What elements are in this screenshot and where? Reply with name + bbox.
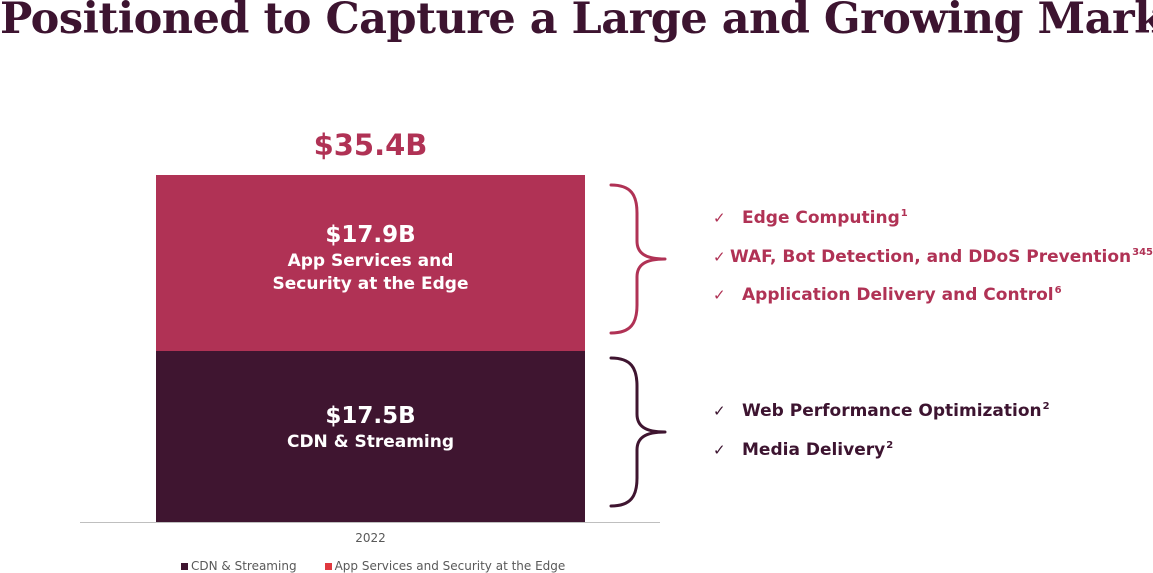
check-icon: ✓: [713, 209, 726, 227]
curly-brace-icon-bottom: [609, 356, 667, 508]
chart-legend: CDN & Streaming App Services and Securit…: [181, 559, 593, 573]
legend-item-cdn: CDN & Streaming: [181, 559, 297, 573]
segment-value-cdn: $17.5B: [325, 402, 416, 429]
check-icon: ✓: [713, 402, 726, 420]
bullet-text: Application Delivery and Control: [742, 285, 1054, 305]
bullet-item: ✓ Web Performance Optimization2: [713, 401, 1153, 440]
legend-swatch-app-services: [324, 562, 332, 570]
x-axis-line: [80, 522, 660, 523]
bullet-list-cdn: ✓ Web Performance Optimization2 ✓ Media …: [713, 401, 1153, 478]
footnote-marker: 1: [900, 208, 908, 220]
bar-segment-app-services: $17.9B App Services and Security at the …: [156, 175, 585, 351]
bullet-item: ✓ Application Delivery and Control6: [713, 285, 1153, 324]
segment-label-line-1: App Services and: [287, 251, 454, 271]
bullet-list-app-services: ✓ Edge Computing1 ✓ WAF, Bot Detection, …: [713, 208, 1153, 324]
bullet-text: WAF, Bot Detection, and DDoS Prevention: [730, 246, 1132, 267]
bullet-text: Edge Computing: [742, 208, 900, 228]
legend-swatch-cdn: [181, 562, 188, 570]
segment-value-app-services: $17.9B: [325, 222, 416, 248]
footnote-marker: 6: [1054, 285, 1062, 297]
footnote-marker: 2: [886, 439, 894, 451]
segment-label-cdn: CDN & Streaming: [286, 431, 455, 452]
segment-label-line-2: Security at the Edge: [272, 274, 469, 294]
bullet-item: ✓ WAF, Bot Detection, and DDoS Preventio…: [713, 247, 1153, 286]
check-icon: ✓: [713, 286, 726, 304]
bullet-item: ✓ Edge Computing1: [713, 208, 1153, 247]
footnote-marker: 2: [1042, 401, 1050, 413]
legend-item-app-services: App Services and Security at the Edge: [324, 559, 566, 573]
x-tick-label: 2022: [355, 531, 386, 545]
check-icon: ✓: [713, 247, 726, 266]
footnote-marker: 345: [1132, 246, 1153, 258]
bar-total-label: $35.4B: [313, 128, 428, 162]
legend-label-cdn: CDN & Streaming: [191, 559, 297, 573]
check-icon: ✓: [713, 440, 726, 459]
bar-segment-cdn-streaming: $17.5B CDN & Streaming: [156, 351, 585, 523]
bullet-text: Media Delivery: [742, 439, 886, 460]
legend-label-app-services: App Services and Security at the Edge: [334, 559, 566, 573]
curly-brace-icon-top: [609, 183, 667, 335]
bullet-text: Web Performance Optimization: [742, 401, 1042, 421]
bullet-item: ✓ Media Delivery2: [713, 440, 1153, 479]
page-title: Positioned to Capture a Large and Growin…: [0, 0, 1153, 44]
